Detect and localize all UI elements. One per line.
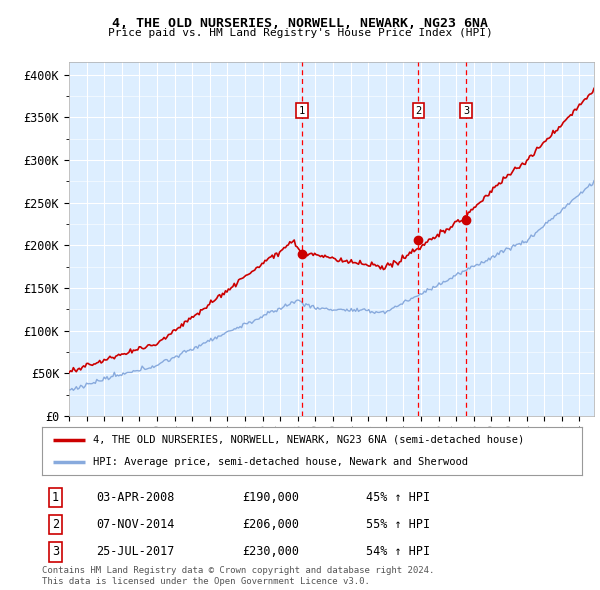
Text: 1: 1 <box>299 106 305 116</box>
Text: 54% ↑ HPI: 54% ↑ HPI <box>366 545 430 558</box>
Text: 2: 2 <box>52 518 59 531</box>
Text: 3: 3 <box>52 545 59 558</box>
Text: HPI: Average price, semi-detached house, Newark and Sherwood: HPI: Average price, semi-detached house,… <box>94 457 469 467</box>
Text: 3: 3 <box>463 106 469 116</box>
Text: 03-APR-2008: 03-APR-2008 <box>96 491 175 504</box>
Text: 55% ↑ HPI: 55% ↑ HPI <box>366 518 430 531</box>
Text: Contains HM Land Registry data © Crown copyright and database right 2024.
This d: Contains HM Land Registry data © Crown c… <box>42 566 434 586</box>
Text: 4, THE OLD NURSERIES, NORWELL, NEWARK, NG23 6NA (semi-detached house): 4, THE OLD NURSERIES, NORWELL, NEWARK, N… <box>94 435 524 445</box>
Text: £190,000: £190,000 <box>242 491 299 504</box>
Text: 2: 2 <box>415 106 421 116</box>
Text: 1: 1 <box>52 491 59 504</box>
Text: Price paid vs. HM Land Registry's House Price Index (HPI): Price paid vs. HM Land Registry's House … <box>107 28 493 38</box>
Text: £206,000: £206,000 <box>242 518 299 531</box>
Text: £230,000: £230,000 <box>242 545 299 558</box>
Text: 4, THE OLD NURSERIES, NORWELL, NEWARK, NG23 6NA: 4, THE OLD NURSERIES, NORWELL, NEWARK, N… <box>112 17 488 30</box>
Text: 45% ↑ HPI: 45% ↑ HPI <box>366 491 430 504</box>
Text: 07-NOV-2014: 07-NOV-2014 <box>96 518 175 531</box>
Text: 25-JUL-2017: 25-JUL-2017 <box>96 545 175 558</box>
